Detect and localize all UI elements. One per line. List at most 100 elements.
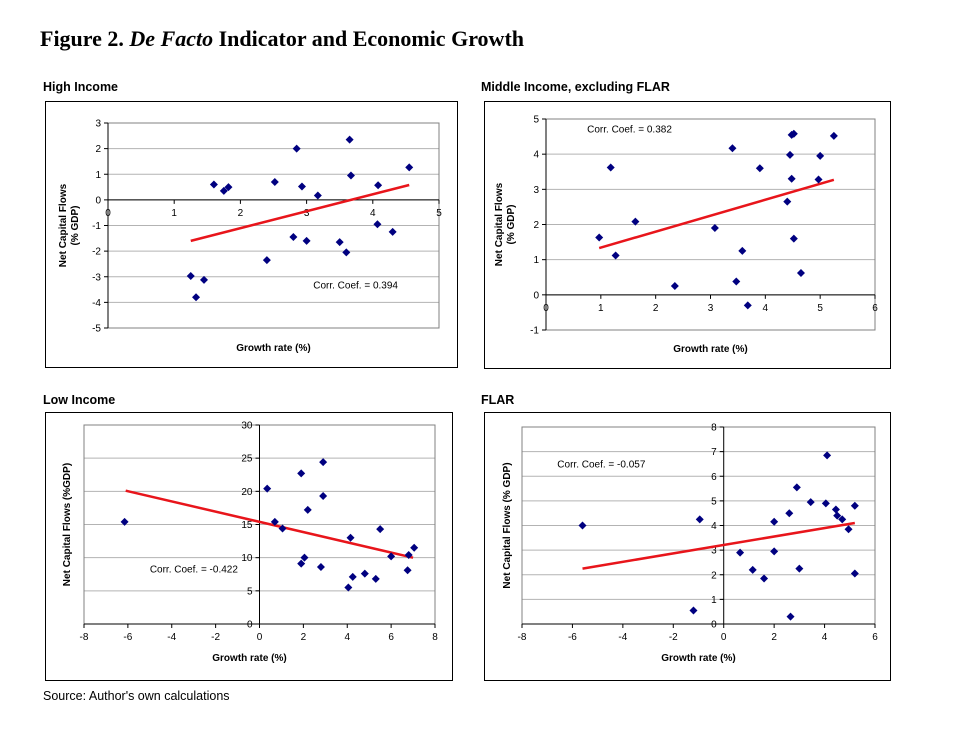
high-income-y-axis-title: (% GDP) bbox=[70, 206, 81, 246]
flar-x-tick-label: -4 bbox=[618, 632, 627, 643]
high-income-data-point bbox=[373, 220, 382, 229]
high-income-data-point bbox=[388, 227, 397, 236]
middle-income-corr-coef-label: Corr. Coef. = 0.382 bbox=[587, 124, 672, 135]
flar-data-point bbox=[760, 574, 769, 583]
high-income-corr-coef-label: Corr. Coef. = 0.394 bbox=[313, 280, 398, 291]
high-income-data-point bbox=[302, 236, 311, 245]
flar-data-point bbox=[821, 499, 830, 508]
low-income-data-point bbox=[410, 543, 419, 552]
flar-data-point bbox=[578, 521, 587, 530]
high-income-y-tick-label: -3 bbox=[92, 272, 101, 283]
middle-income-data-point bbox=[595, 233, 604, 242]
middle-income-x-axis-title: Growth rate (%) bbox=[673, 344, 747, 355]
low-income-y-tick-label: 0 bbox=[247, 620, 253, 631]
low-income-data-point bbox=[270, 517, 279, 526]
middle-income-x-tick-label: 0 bbox=[543, 303, 549, 314]
flar-x-tick-label: 0 bbox=[721, 632, 727, 643]
low-income-data-point bbox=[376, 525, 385, 534]
low-income-data-point bbox=[404, 551, 413, 560]
low-income-data-point bbox=[319, 458, 328, 467]
middle-income-data-point bbox=[611, 251, 620, 260]
low-income-y-tick-label: 20 bbox=[241, 487, 253, 498]
middle-income-y-tick-label: 3 bbox=[533, 185, 539, 196]
high-income-data-point bbox=[209, 180, 218, 189]
middle-income-trendline bbox=[598, 178, 835, 250]
low-income-data-point bbox=[120, 517, 129, 526]
low-income-data-point bbox=[387, 552, 396, 561]
high-income-data-point bbox=[313, 191, 322, 200]
flar-data-point bbox=[831, 505, 840, 514]
middle-income-y-tick-label: 4 bbox=[533, 150, 539, 161]
figure-title-suffix: Indicator and Economic Growth bbox=[213, 26, 525, 51]
flar-x-tick-label: 6 bbox=[872, 632, 878, 643]
flar-data-point bbox=[850, 569, 859, 578]
middle-income-data-point bbox=[789, 129, 798, 138]
high-income-x-tick-label: 3 bbox=[304, 208, 310, 219]
middle-income-data-point bbox=[816, 151, 825, 160]
high-income-trendline bbox=[190, 183, 410, 243]
middle-income-x-tick-label: 1 bbox=[598, 303, 604, 314]
low-income-data-point bbox=[297, 559, 306, 568]
low-income-x-tick-label: 2 bbox=[301, 632, 307, 643]
low-income-y-tick-label: 10 bbox=[241, 553, 253, 564]
middle-income-data-point bbox=[814, 175, 823, 184]
low-income-x-tick-label: -8 bbox=[80, 632, 89, 643]
low-income-x-tick-label: 6 bbox=[388, 632, 394, 643]
low-income-data-point bbox=[263, 484, 272, 493]
flar-data-point bbox=[695, 515, 704, 524]
flar-x-tick-label: 4 bbox=[822, 632, 828, 643]
high-income-data-point bbox=[186, 271, 195, 280]
high-income-y-tick-label: 1 bbox=[95, 170, 101, 181]
flar-data-point bbox=[795, 564, 804, 573]
low-income-data-point bbox=[346, 533, 355, 542]
high-income-data-point bbox=[262, 256, 271, 265]
low-income-y-axis-title: Net Capital Flows (%GDP) bbox=[62, 463, 73, 586]
middle-income-data-point bbox=[631, 217, 640, 226]
chart-frame-high-income bbox=[45, 101, 458, 368]
low-income-data-point bbox=[348, 572, 357, 581]
high-income-data-point bbox=[346, 171, 355, 180]
panel-title-flar: FLAR bbox=[481, 393, 515, 407]
low-income-data-point bbox=[300, 553, 309, 562]
flar-y-axis-title: Net Capital Flows (% GDP) bbox=[502, 462, 513, 588]
low-income-data-point bbox=[360, 569, 369, 578]
middle-income-y-axis-title: (% GDP) bbox=[506, 205, 517, 245]
flar-trendline bbox=[582, 521, 856, 570]
flar-data-point bbox=[689, 606, 698, 615]
middle-income-data-point bbox=[829, 131, 838, 140]
flar-y-tick-label: 1 bbox=[711, 595, 717, 606]
high-income-y-tick-label: -1 bbox=[92, 221, 101, 232]
middle-income-y-tick-label: 2 bbox=[533, 220, 539, 231]
chart-frame-middle-income bbox=[484, 101, 891, 369]
high-income-x-axis-title: Growth rate (%) bbox=[236, 343, 310, 354]
middle-income-data-point bbox=[787, 174, 796, 183]
high-income-data-point bbox=[342, 248, 351, 257]
middle-income-data-point bbox=[738, 246, 747, 255]
low-income-data-point bbox=[297, 469, 306, 478]
flar-data-point bbox=[770, 547, 779, 556]
middle-income-x-tick-label: 2 bbox=[653, 303, 659, 314]
low-income-data-point bbox=[403, 566, 412, 575]
middle-income-data-point bbox=[786, 150, 795, 159]
panel-title-low-income: Low Income bbox=[43, 393, 116, 407]
flar-data-point bbox=[838, 515, 847, 524]
high-income-data-point bbox=[345, 135, 354, 144]
low-income-x-tick-label: -4 bbox=[167, 632, 176, 643]
flar-y-tick-label: 7 bbox=[711, 447, 717, 458]
middle-income-y-tick-label: 1 bbox=[533, 255, 539, 266]
high-income-data-point bbox=[199, 275, 208, 284]
high-income-y-tick-label: -2 bbox=[92, 247, 101, 258]
high-income-x-tick-label: 5 bbox=[436, 208, 442, 219]
flar-y-tick-label: 6 bbox=[711, 472, 717, 483]
flar-data-point bbox=[823, 451, 832, 460]
flar-y-tick-label: 2 bbox=[711, 570, 717, 581]
figure-title: Figure 2. De Facto Indicator and Economi… bbox=[40, 26, 524, 52]
high-income-y-tick-label: 2 bbox=[95, 144, 101, 155]
low-income-data-point bbox=[278, 524, 287, 533]
flar-x-tick-label: -8 bbox=[518, 632, 527, 643]
low-income-data-point bbox=[371, 574, 380, 583]
flar-y-tick-label: 4 bbox=[711, 521, 717, 532]
low-income-data-point bbox=[319, 491, 328, 500]
middle-income-data-point bbox=[728, 144, 737, 153]
low-income-data-point bbox=[344, 583, 353, 592]
